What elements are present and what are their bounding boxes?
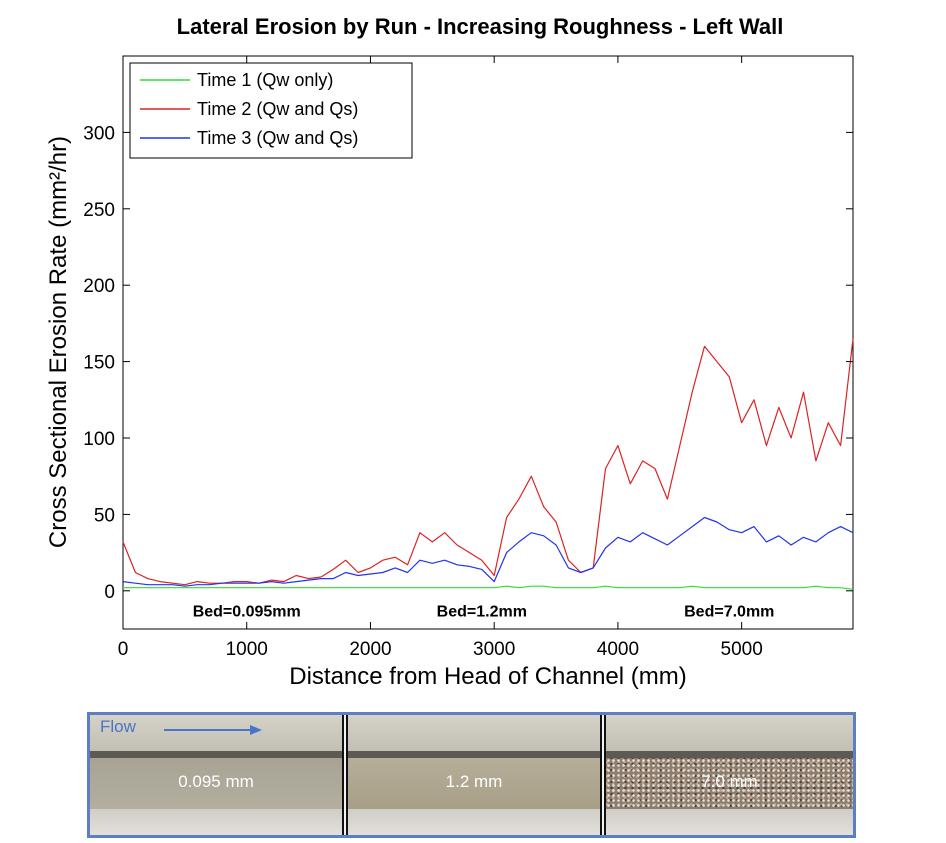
- bed-annotation: Bed=1.2mm: [437, 604, 527, 621]
- photo-caption-fine: 0.095 mm: [178, 772, 254, 791]
- y-tick-label: 300: [83, 123, 115, 144]
- annotation-layer: Bed=0.095mm Bed=1.2mm Bed=7.0mm: [193, 604, 775, 621]
- photo-caption-medium: 1.2 mm: [445, 772, 503, 791]
- y-tick-label: 150: [83, 353, 115, 374]
- x-tick-label: 1000: [226, 639, 268, 660]
- legend: Time 1 (Qw only) Time 2 (Qw and Qs) Time 3…: [129, 62, 413, 159]
- photo-panel-fine: 0.095 mm: [90, 715, 342, 835]
- legend-label: Time 3 (Qw and Qs): [197, 128, 358, 148]
- legend-label: Time 2 (Qw and Qs): [197, 99, 358, 119]
- y-tick-label: 200: [83, 276, 115, 297]
- legend-label: Time 1 (Qw only): [197, 70, 333, 90]
- flow-label: Flow: [100, 717, 136, 736]
- y-tick-label: 0: [104, 582, 115, 603]
- x-tick-label: 3000: [473, 639, 515, 660]
- channel-photo-strip: 0.095 mm 1.2 mm 7.0 mm Flow: [87, 712, 856, 838]
- chart-title: Lateral Erosion by Run - Increasing Roug…: [177, 14, 784, 39]
- y-axis-label: Cross Sectional Erosion Rate (mm²/hr): [45, 136, 72, 548]
- series-line-2: [122, 338, 854, 586]
- series-line-1: [123, 585, 854, 590]
- legend-box: [129, 62, 413, 159]
- bed-annotation: Bed=0.095mm: [193, 604, 301, 621]
- series-layer: [122, 338, 854, 590]
- photo-caption-coarse: 7.0 mm: [701, 772, 758, 791]
- y-tick-label: 250: [83, 200, 115, 221]
- tick-layer: 0 1000 2000 3000 4000 5000 0 50 100 150 200 250 300: [83, 56, 853, 660]
- y-tick-label: 50: [94, 505, 115, 526]
- photo-divider: [600, 715, 606, 835]
- y-tick-label: 100: [83, 429, 115, 450]
- flow-arrow-icon: [164, 725, 262, 735]
- x-tick-label: 0: [118, 639, 129, 660]
- x-tick-label: 2000: [349, 639, 391, 660]
- bed-annotation: Bed=7.0mm: [684, 604, 774, 621]
- erosion-chart: Lateral Erosion by Run - Increasing Roug…: [45, 14, 854, 690]
- photo-divider: [342, 715, 348, 835]
- series-line-3: [122, 516, 854, 587]
- x-axis-label: Distance from Head of Channel (mm): [289, 663, 686, 690]
- photo-panel-medium: 1.2 mm: [348, 715, 600, 835]
- x-tick-label: 5000: [721, 639, 763, 660]
- x-tick-label: 4000: [597, 639, 639, 660]
- photo-panel-coarse: 7.0 mm: [606, 715, 853, 835]
